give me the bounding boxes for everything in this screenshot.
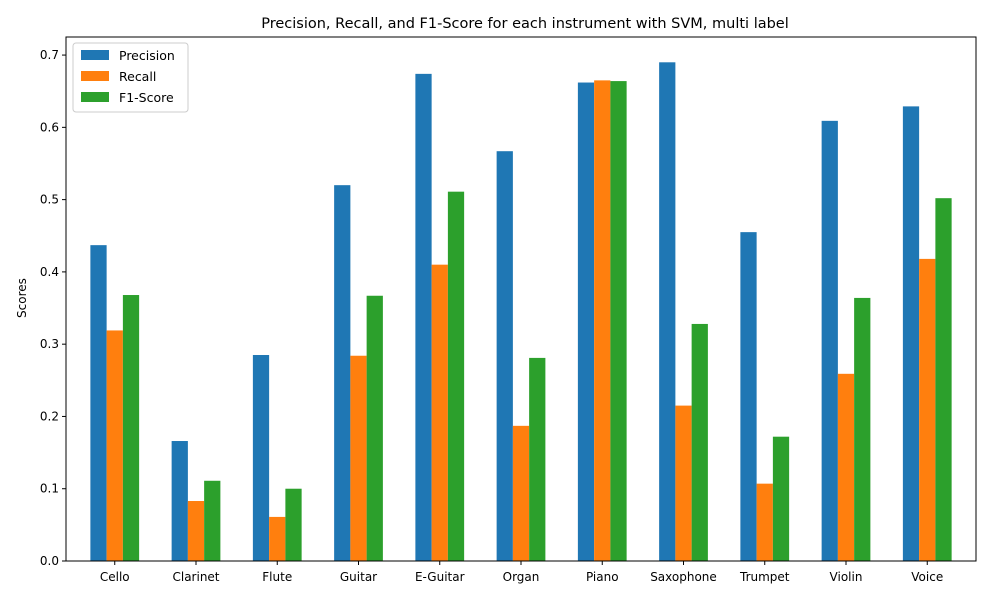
chart-title: Precision, Recall, and F1-Score for each…	[261, 16, 789, 32]
x-tick-label: Piano	[586, 570, 619, 584]
bar-recall-organ	[512, 425, 530, 561]
bar-precision-clarinet	[171, 441, 188, 561]
bar-precision-piano	[577, 82, 595, 561]
x-tick-label: Guitar	[340, 570, 377, 584]
y-tick-label: 0.3	[40, 337, 59, 351]
y-tick-label: 0.5	[40, 193, 59, 207]
bar-recall-cello	[106, 330, 123, 561]
x-tick-label: Flute	[262, 570, 292, 584]
bar-f1-score-e-guitar	[447, 191, 465, 562]
bar-recall-piano	[594, 80, 611, 562]
bar-precision-flute	[252, 355, 270, 561]
bar-recall-guitar	[350, 355, 367, 561]
x-tick-label: E-Guitar	[415, 570, 465, 584]
bar-f1-score-violin	[854, 297, 871, 561]
x-tick-label: Clarinet	[172, 570, 219, 584]
bar-f1-score-guitar	[366, 295, 383, 561]
legend-swatch-recall	[81, 71, 109, 81]
bar-f1-score-saxophone	[691, 323, 708, 561]
bar-precision-organ	[496, 151, 513, 561]
x-tick-label: Cello	[100, 570, 130, 584]
bar-f1-score-flute	[285, 488, 302, 561]
bar-precision-saxophone	[659, 62, 676, 562]
legend-label-precision: Precision	[119, 48, 175, 63]
bar-precision-violin	[821, 120, 838, 561]
bar-recall-voice	[919, 258, 936, 561]
bar-f1-score-voice	[935, 198, 952, 561]
x-tick-label: Organ	[503, 570, 540, 584]
x-tick-label: Violin	[830, 570, 863, 584]
bar-f1-score-clarinet	[204, 480, 221, 561]
bar-recall-trumpet	[756, 483, 773, 561]
bar-f1-score-piano	[610, 81, 627, 561]
bar-precision-voice	[902, 106, 920, 561]
bar-f1-score-trumpet	[772, 436, 790, 561]
bar-precision-trumpet	[740, 232, 757, 561]
y-tick-label: 0.1	[40, 482, 59, 496]
legend-label-f1-score: F1-Score	[119, 90, 174, 105]
y-tick-label: 0.6	[40, 120, 59, 134]
y-axis-label: Scores	[15, 278, 29, 318]
bar-recall-flute	[269, 516, 286, 561]
bar-f1-score-cello	[122, 295, 140, 561]
y-tick-label: 0.2	[40, 409, 59, 423]
bar-precision-e-guitar	[415, 73, 432, 562]
bar-recall-clarinet	[187, 501, 205, 561]
x-tick-label: Saxophone	[650, 570, 717, 584]
legend-swatch-f1-score	[81, 92, 109, 102]
bar-precision-cello	[90, 245, 107, 561]
bar-recall-saxophone	[675, 405, 692, 561]
plot-area: 0.0 0.1 0.2 0.3 0.4 0.5 0.6 0.7 Cello Clarinet Flu…	[40, 36, 977, 584]
y-tick-label: 0.0	[40, 554, 59, 568]
bar-recall-violin	[837, 373, 855, 561]
y-tick-label: 0.4	[40, 265, 59, 279]
x-tick-label: Voice	[911, 570, 943, 584]
x-tick-label: Trumpet	[739, 570, 790, 584]
bar-recall-e-guitar	[431, 264, 448, 561]
legend-label-recall: Recall	[119, 69, 156, 84]
bar-precision-guitar	[334, 185, 351, 562]
legend: Precision Recall F1-Score	[72, 42, 189, 113]
y-tick-label: 0.7	[40, 48, 59, 62]
bar-f1-score-organ	[529, 357, 546, 561]
legend-swatch-precision	[81, 50, 109, 60]
